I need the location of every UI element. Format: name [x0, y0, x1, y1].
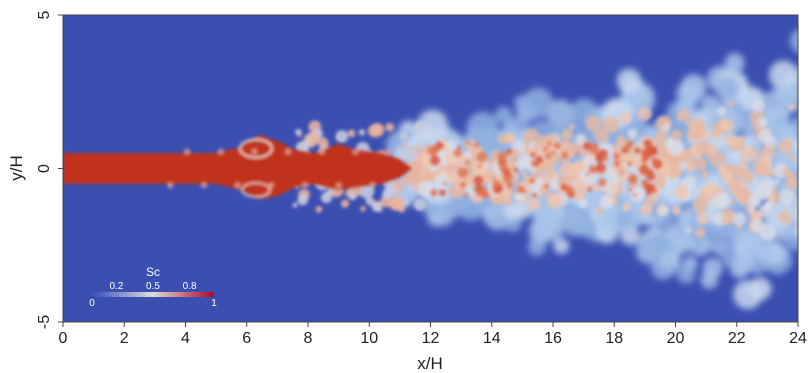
- x-tick-label: 4: [181, 330, 190, 347]
- edge-eddy: [167, 182, 174, 189]
- y-tick-label: 5: [36, 10, 53, 19]
- edge-eddy: [301, 182, 308, 189]
- edge-eddy: [285, 148, 292, 155]
- jet-mixing: [292, 99, 798, 241]
- edge-eddy: [386, 148, 393, 155]
- x-tick-label: 2: [120, 330, 129, 347]
- edge-eddy: [184, 148, 191, 155]
- jet-core: [63, 134, 413, 200]
- x-tick-label: 14: [483, 330, 501, 347]
- colorbar-tick-label: 0.5: [146, 281, 160, 292]
- vortex-roll: [238, 138, 273, 159]
- y-axis: -5 0 5: [36, 10, 63, 329]
- colorbar-tick-label: 1: [211, 298, 217, 309]
- x-tick-label: 0: [59, 330, 68, 347]
- x-tick-label: 20: [667, 330, 685, 347]
- edge-eddy: [234, 182, 241, 189]
- colorbar-tick-label: 0: [89, 298, 95, 309]
- x-tick-label: 12: [422, 330, 440, 347]
- edge-eddy: [268, 182, 275, 189]
- colorbar-tick-label: 0.2: [109, 281, 123, 292]
- edge-eddy: [318, 148, 325, 155]
- x-tick-label: 24: [789, 330, 807, 347]
- colorbar: Sc 0 0.2 0.5 0.8 1: [89, 265, 217, 309]
- x-tick-label: 10: [360, 330, 378, 347]
- scalar-field: [63, 29, 798, 310]
- y-tick-label: 0: [36, 164, 53, 173]
- jet-core-potential: [63, 153, 217, 184]
- edge-eddy: [335, 182, 342, 189]
- x-tick-label: 18: [605, 330, 623, 347]
- edge-eddy: [369, 182, 376, 189]
- jet-core-shear-layer: [216, 134, 413, 200]
- x-axis-label: x/H: [417, 354, 443, 373]
- x-tick-label: 6: [242, 330, 251, 347]
- y-axis-label: y/H: [7, 155, 26, 181]
- colorbar-gradient: [92, 292, 214, 297]
- x-tick-label: 8: [304, 330, 313, 347]
- x-tick-label: 22: [728, 330, 746, 347]
- y-tick-label: -5: [36, 315, 53, 329]
- colorbar-title: Sc: [146, 265, 160, 279]
- x-tick-label: 16: [544, 330, 562, 347]
- vortex-roll: [241, 182, 271, 198]
- edge-eddy: [352, 148, 359, 155]
- edge-eddy: [251, 148, 258, 155]
- edge-eddy: [217, 148, 224, 155]
- x-axis: 0 2 4 6 8 10 12 14 16 18 20 22 24: [59, 322, 807, 347]
- colorbar-tick-label: 0.8: [183, 281, 197, 292]
- edge-eddy: [200, 182, 207, 189]
